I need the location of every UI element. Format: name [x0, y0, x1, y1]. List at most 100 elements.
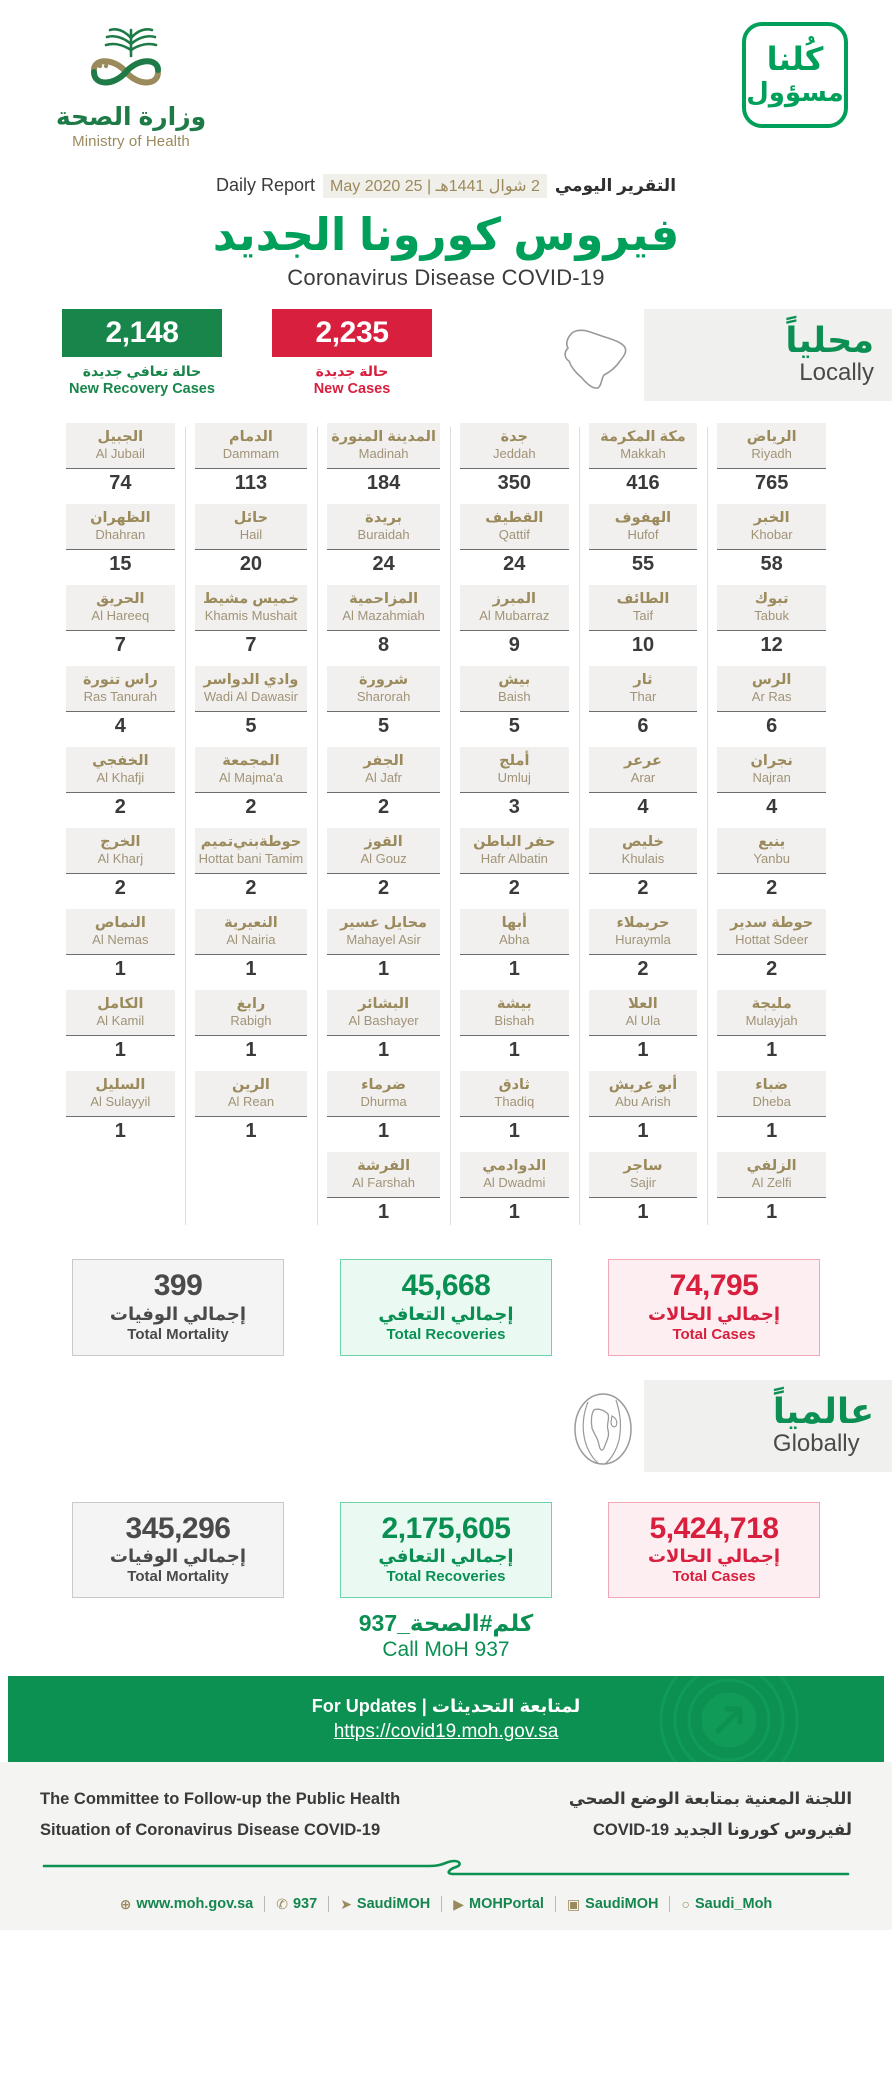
- social-label: Saudi_Moh: [694, 1896, 773, 1913]
- city-namebox: ضرماء Dhurma: [327, 1071, 440, 1117]
- city-namebox: الرس Ar Ras: [717, 666, 826, 712]
- city-name-ar: خميس مشيط: [203, 591, 299, 608]
- globally-badge: عالمياً Globally: [644, 1379, 892, 1472]
- city-case-count: 6: [717, 711, 826, 744]
- city-name-ar: أبو عريش: [608, 1077, 678, 1094]
- city-name-en: Riyadh: [751, 446, 792, 462]
- city-case-count: 1: [194, 1035, 308, 1068]
- city-name-en: Al Mubarraz: [479, 608, 550, 624]
- city-column: الجبيل Al Jubail 74 الظهران Dhahran 15 الحريق A…: [56, 423, 185, 1233]
- city-namebox: ساجر Sajir: [588, 1152, 698, 1198]
- city-name-ar: ينبع: [758, 834, 786, 851]
- city-cell: وادي الدواسر Wadi Al Dawasir 5: [194, 666, 308, 744]
- city-case-count: 2: [588, 954, 698, 987]
- city-name-ar: الرياض: [746, 429, 797, 445]
- city-name-ar: جدة: [500, 429, 528, 445]
- city-case-count: 1: [459, 1035, 569, 1068]
- city-namebox: العلا Al Ula: [588, 990, 698, 1036]
- city-cell: القوز Al Gouz 2: [327, 828, 440, 906]
- city-name-ar: أملج: [499, 753, 530, 770]
- city-case-count: 1: [194, 1116, 308, 1149]
- covid-site-link[interactable]: https://covid19.moh.gov.sa: [333, 1720, 559, 1742]
- city-name-ar: شرورة: [358, 672, 409, 689]
- city-case-count: 4: [717, 792, 826, 825]
- city-namebox: المدينة المنورة Madinah: [327, 423, 440, 469]
- globally-label-ar: عالمياً: [772, 1391, 874, 1431]
- committee-ar-line2: لفيروس كورونا الجديد COVID-19: [592, 1820, 852, 1839]
- city-name-en: Al Sulayyil: [90, 1094, 151, 1110]
- city-name-ar: المدينة المنورة: [331, 429, 436, 445]
- local-total-recoveries-value: 45,668: [401, 1269, 491, 1303]
- city-name-ar: الجفر: [363, 753, 404, 770]
- youtube-icon: ▶: [453, 1896, 465, 1913]
- city-cell: ضباء Dheba 1: [717, 1071, 826, 1149]
- social-link-www-moh-gov-sa[interactable]: ⊕ www.moh.gov.sa: [109, 1896, 265, 1912]
- city-column: جدة Jeddah 350 القطيف Qattif 24 المبرز Al Mubar…: [449, 423, 579, 1233]
- city-namebox: وادي الدواسر Wadi Al Dawasir: [194, 666, 308, 712]
- social-link-saudi-moh[interactable]: ○ Saudi_Moh: [669, 1896, 783, 1913]
- city-case-count: 9: [459, 630, 569, 663]
- city-name-ar: راس تنورة: [82, 672, 158, 689]
- city-name-en: Dheba: [752, 1094, 791, 1110]
- city-column: الرياض Riyadh 765 الخبر Khobar 58 تبوك Tabuk 12 ا…: [707, 423, 836, 1233]
- city-name-en: Al Bashayer: [348, 1013, 419, 1029]
- city-namebox: الخبر Khobar: [717, 504, 826, 550]
- city-name-ar: القطيف: [485, 510, 544, 527]
- new-cases-label-ar: حالة جديدة: [315, 363, 389, 379]
- social-link-saudimoh[interactable]: ▣ SaudiMOH: [554, 1896, 670, 1913]
- city-case-count: 2: [66, 873, 175, 906]
- city-case-count: 12: [717, 630, 826, 663]
- city-case-count: 1: [588, 1035, 698, 1068]
- report-label-en: Daily Report: [215, 175, 316, 195]
- city-cell: العلا Al Ula 1: [588, 990, 698, 1068]
- city-case-count: 113: [194, 468, 308, 501]
- city-case-count: 1: [194, 954, 308, 987]
- city-namebox: النماص Al Nemas: [66, 909, 175, 955]
- city-namebox: بيشة Bishah: [459, 990, 569, 1036]
- city-cell: الدوادمي Al Dwadmi 1: [459, 1152, 569, 1230]
- saudi-arabia-map-icon: [558, 315, 640, 402]
- city-case-count: 2: [66, 792, 175, 825]
- new-recovery-value: 2,148: [62, 309, 222, 357]
- city-name-en: Yanbu: [753, 851, 790, 867]
- social-link-937[interactable]: ✆ 937: [264, 1896, 328, 1913]
- city-name-ar: الرين: [231, 1077, 270, 1094]
- city-name-ar: حفر الباطن: [473, 834, 556, 851]
- city-name-ar: النماص: [94, 915, 146, 932]
- city-case-count: 1: [717, 1116, 826, 1149]
- city-namebox: البشائر Al Bashayer: [327, 990, 440, 1036]
- city-name-en: Ras Tanurah: [83, 689, 158, 705]
- city-cell: الرين Al Rean 1: [194, 1071, 308, 1149]
- social-link-mohportal[interactable]: ▶ MOHPortal: [441, 1896, 555, 1913]
- city-name-en: Dhahran: [95, 527, 146, 543]
- moh-logo-mark: [36, 26, 226, 102]
- city-case-count: 1: [66, 1035, 175, 1068]
- city-case-count: 2: [194, 792, 308, 825]
- city-namebox: الحريق Al Hareeq: [66, 585, 175, 631]
- new-cases-value: 2,235: [272, 309, 432, 357]
- city-name-ar: الخبر: [753, 510, 790, 527]
- global-total-mortality-value: 345,296: [125, 1511, 231, 1545]
- city-namebox: القطيف Qattif: [459, 504, 569, 550]
- city-name-ar: بيش: [498, 672, 531, 689]
- city-name-en: Hottat bani Tamim: [198, 851, 304, 867]
- moh-logo: وزارة الصحة Ministry of Health: [36, 26, 226, 150]
- page-header: وزارة الصحة Ministry of Health كُلنا مسؤ…: [0, 0, 892, 172]
- city-name-en: Abu Arish: [615, 1094, 671, 1110]
- city-cell: الرس Ar Ras 6: [717, 666, 826, 744]
- city-cell: خميس مشيط Khamis Mushait 7: [194, 585, 308, 663]
- city-name-ar: رابغ: [236, 996, 266, 1013]
- arrow-rings-decoration: [614, 1676, 844, 1763]
- city-cell: حوطة سدير Hottat Sdeer 2: [717, 909, 826, 987]
- city-name-en: Wadi Al Dawasir: [203, 689, 299, 705]
- local-total-recoveries: 45,668 إجمالي التعافي Total Recoveries: [340, 1259, 552, 1356]
- city-name-en: Abha: [499, 932, 530, 948]
- city-name-en: Al Mazahmiah: [342, 608, 425, 624]
- city-name-ar: المبرز: [492, 591, 537, 608]
- city-name-ar: محايل عسير: [340, 915, 428, 932]
- social-link-saudimoh[interactable]: ➤ SaudiMOH: [328, 1896, 441, 1913]
- city-name-ar: ثادق: [498, 1077, 530, 1094]
- locally-label-ar: محلياً: [785, 321, 874, 361]
- city-namebox: أبها Abha: [459, 909, 569, 955]
- city-name-en: Bishah: [494, 1013, 535, 1029]
